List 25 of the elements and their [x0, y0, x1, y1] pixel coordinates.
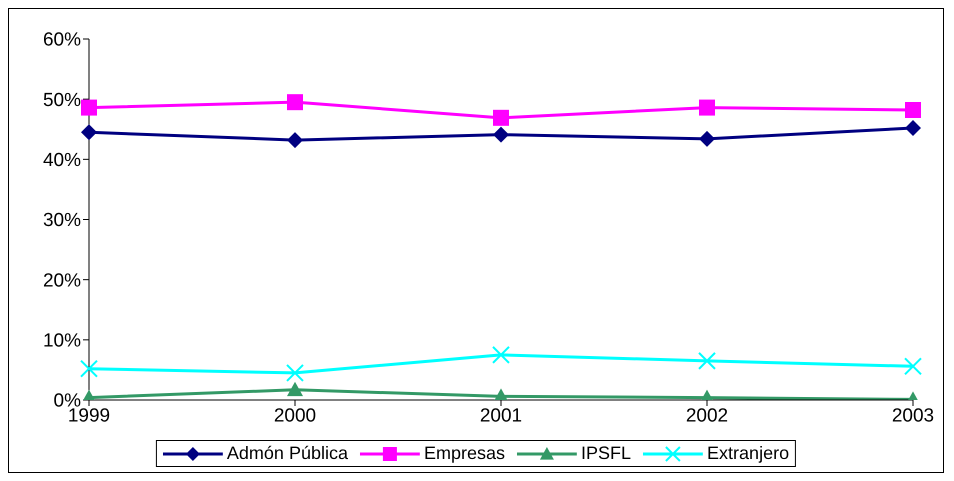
point	[905, 102, 921, 118]
legend-label: Admón Pública	[226, 443, 348, 464]
x-tick-label: 2002	[686, 405, 728, 426]
point	[287, 94, 303, 110]
legend-label: IPSFL	[580, 443, 632, 464]
legend-label: Extranjero	[706, 443, 790, 464]
point	[905, 120, 921, 136]
point	[81, 124, 97, 140]
y-tick-label: 20%	[42, 270, 82, 292]
point	[287, 382, 303, 396]
point	[493, 110, 509, 126]
x-tick-label: 2001	[480, 405, 522, 426]
y-tick-label: 30%	[42, 210, 82, 232]
legend-label: Empresas	[422, 443, 506, 464]
point	[493, 126, 509, 143]
x-tick-label: 2003	[892, 405, 934, 426]
point	[699, 100, 715, 116]
y-tick-label: 60%	[42, 30, 82, 51]
x-tick-label: 2000	[274, 405, 316, 426]
y-tick-label: 10%	[42, 330, 82, 352]
point	[287, 132, 303, 148]
y-tick-label: 40%	[42, 150, 82, 172]
point	[699, 130, 715, 147]
point	[81, 100, 97, 116]
y-tick-label: 50%	[42, 90, 82, 111]
